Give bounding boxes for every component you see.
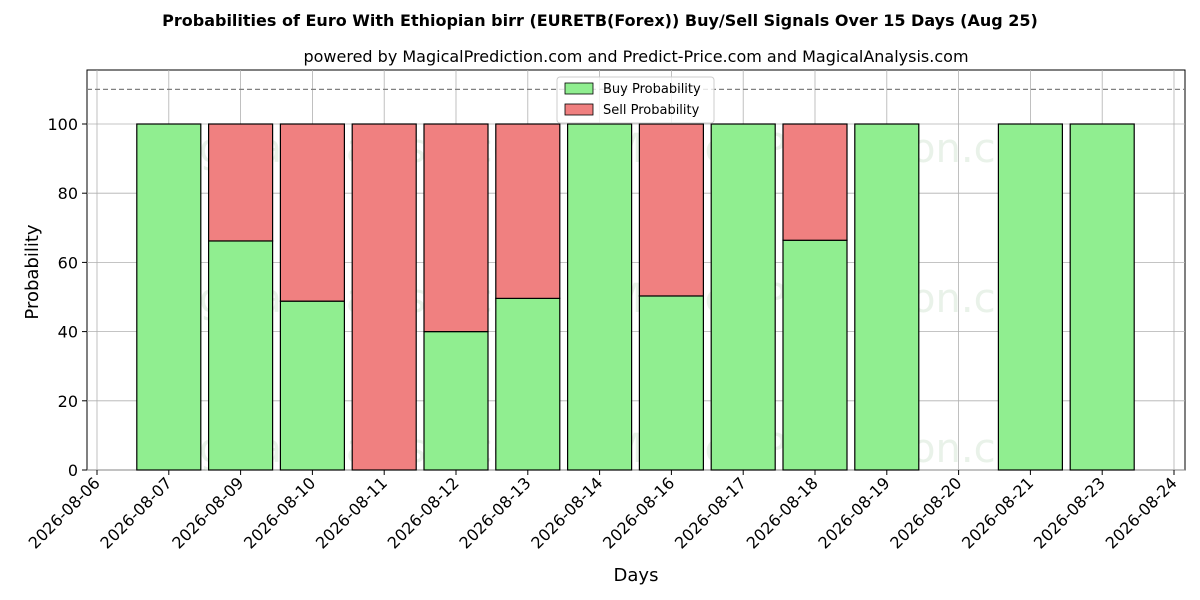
chart-subtitle: powered by MagicalPrediction.com and Pre…	[303, 47, 968, 66]
sell-bar	[782, 123, 848, 241]
sell-bar	[351, 123, 417, 471]
y-tick-label: 80	[58, 184, 78, 203]
buy-bar	[1069, 123, 1135, 471]
x-tick-label: 2026-08-12	[384, 473, 463, 552]
watermark-text: MagicalAnalysis.com	[140, 276, 556, 322]
buy-bar	[423, 331, 489, 471]
sell-bar	[638, 123, 705, 297]
sell-bar	[495, 123, 561, 299]
y-tick-label: 100	[47, 115, 78, 134]
x-tick-label: 2026-08-23	[1030, 473, 1109, 552]
buy-bar	[136, 123, 202, 471]
buy-bar	[638, 295, 705, 471]
x-tick-label: 2026-08-16	[599, 473, 678, 552]
sell-bar	[208, 123, 274, 242]
x-tick-label: 2026-08-11	[312, 473, 391, 552]
watermark-text: MagicalAnalysis.com	[140, 126, 556, 172]
y-axis-label: Probability	[22, 224, 43, 319]
buy-bar	[566, 123, 633, 471]
x-tick-label: 2026-08-17	[671, 473, 750, 552]
y-tick-label: 20	[58, 392, 78, 411]
x-tick-label: 2026-08-18	[743, 473, 822, 552]
legend: Buy Probability Sell Probability	[556, 76, 715, 124]
y-tick-label: 40	[58, 323, 78, 342]
buy-bar	[710, 123, 776, 471]
legend-buy-label: Buy Probability	[603, 82, 701, 97]
x-tick-label: 2026-08-24	[1102, 473, 1181, 552]
sell-bar	[279, 123, 345, 302]
buy-bar	[782, 239, 848, 471]
x-tick-label: 2026-08-13	[455, 473, 534, 552]
chart-title: Probabilities of Euro With Ethiopian bir…	[162, 11, 1038, 30]
buy-bar	[279, 300, 345, 471]
bar-layer	[136, 123, 1135, 471]
legend-box	[556, 76, 715, 124]
x-axis-label: Days	[614, 565, 659, 586]
buy-bar	[208, 240, 274, 471]
buy-bar	[854, 123, 920, 471]
x-tick-label: 2026-08-19	[814, 473, 893, 552]
legend-sell-swatch	[564, 103, 594, 116]
y-tick-label: 0	[68, 461, 78, 480]
legend-buy-swatch	[564, 82, 594, 95]
x-tick-label: 2026-08-06	[25, 473, 104, 552]
buy-bar	[495, 297, 561, 471]
x-tick-label: 2026-08-07	[96, 473, 175, 552]
x-tick-label: 2026-08-10	[240, 473, 319, 552]
buy-bar	[997, 123, 1064, 471]
x-tick-label: 2026-08-21	[958, 473, 1037, 552]
y-tick-label: 60	[58, 253, 78, 272]
x-tick-label: 2026-08-20	[886, 473, 965, 552]
sell-bar	[423, 123, 489, 333]
legend-sell-label: Sell Probability	[603, 103, 700, 118]
watermark-text: MagicalAnalysis.com	[140, 426, 556, 472]
x-tick-label: 2026-08-09	[168, 473, 247, 552]
x-tick-label: 2026-08-14	[527, 473, 606, 552]
